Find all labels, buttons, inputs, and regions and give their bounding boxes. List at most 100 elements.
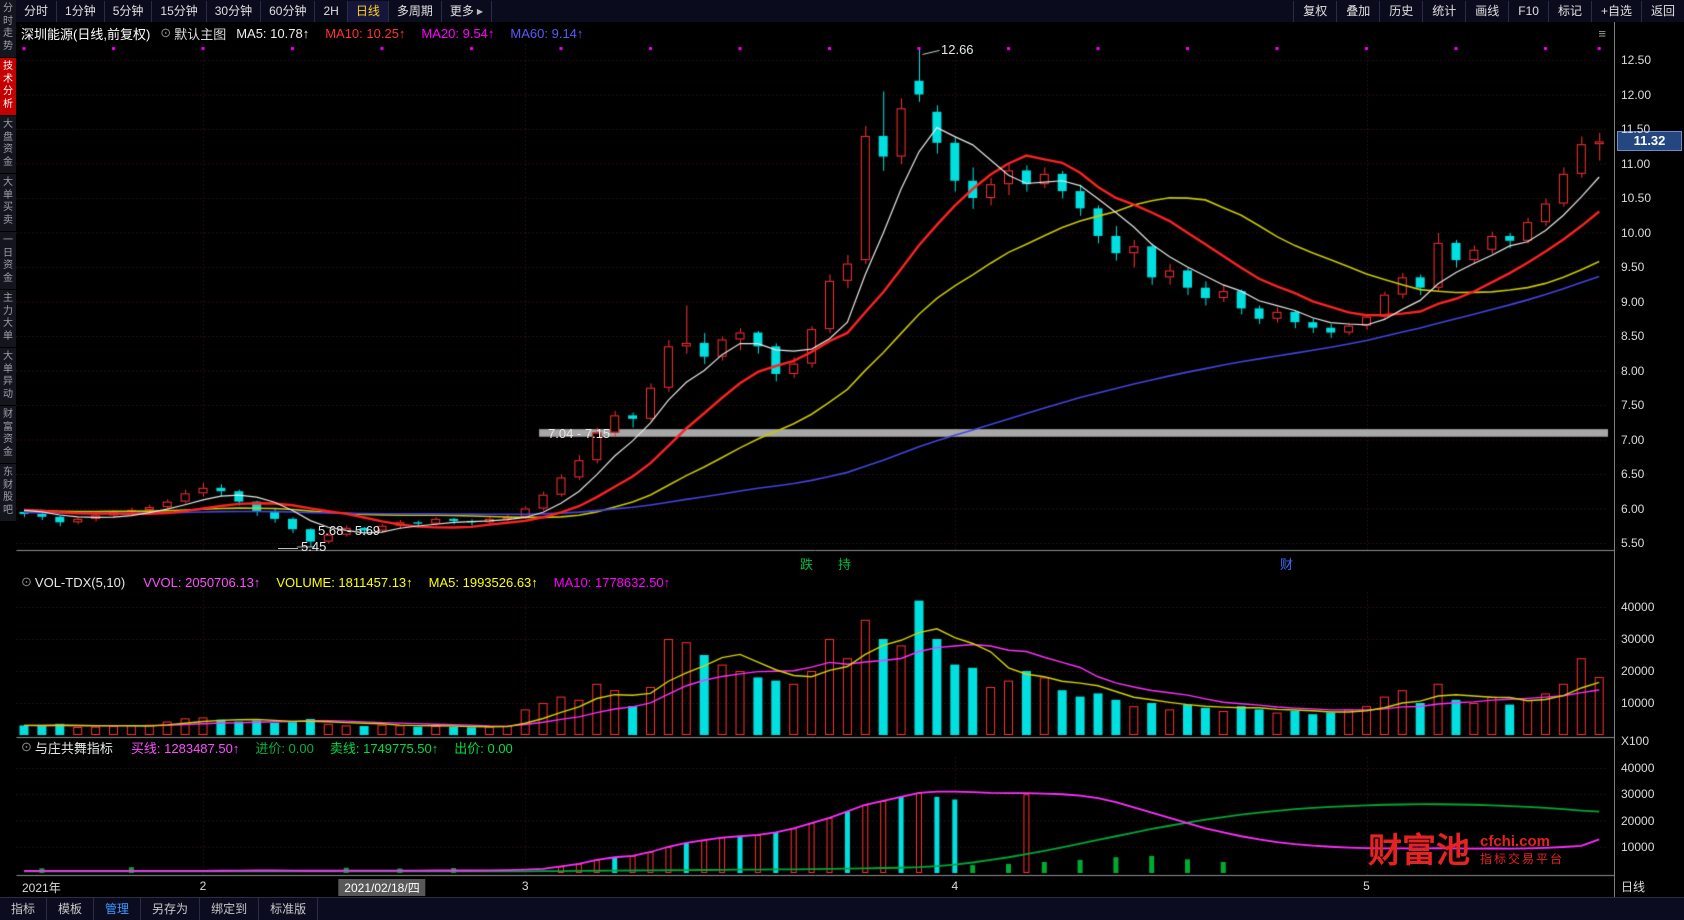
price-axis-label: 7.00: [1621, 432, 1645, 447]
indicator-stat: 卖线: 1749775.50↑: [329, 740, 439, 756]
period-tab[interactable]: 15分钟: [152, 0, 207, 22]
ma-label: MA10: 10.25↑: [325, 25, 406, 41]
period-label: 日线: [1621, 880, 1646, 894]
price-axis-label: 12.50: [1621, 53, 1652, 67]
low-range-annotation: 5.68 - 5.69: [318, 523, 381, 538]
bottom-tab[interactable]: 另存为: [141, 898, 201, 920]
volume-indicator-toggle[interactable]: ⊙ VOL-TDX(5,10): [21, 574, 125, 590]
x-axis-label: 3: [521, 879, 529, 893]
separator-char: 跌: [800, 557, 814, 572]
indicator-axis-label: 40000: [1621, 761, 1655, 775]
ma-labels: MA5: 10.78↑ MA10: 10.25↑ MA20: 9.54↑ MA60: …: [236, 26, 583, 41]
indicator-panel-header: ⊙ 与庄共舞指标 买线: 1283487.50↑ 进价: 0.00 卖线: 1749…: [16, 737, 1614, 757]
volume-unit-label: X100: [1621, 734, 1650, 748]
bottom-toolbar: 指标 模板 管理 另存为 绑定到 标准版: [0, 897, 1684, 920]
separator-char: 持: [838, 557, 852, 572]
cycle-icon[interactable]: ⊙: [160, 25, 172, 40]
price-axis-label: 10.00: [1621, 225, 1652, 240]
volume-axis-label: 30000: [1621, 632, 1655, 646]
sidebar-item[interactable]: 主力大单: [0, 290, 16, 347]
price-axis-label: 10.50: [1621, 191, 1652, 205]
period-tab[interactable]: 多周期: [389, 0, 442, 22]
gap-band-annotation: 7.04 - 7.15: [548, 426, 611, 441]
x-axis-row: 2021年 2 2021/02/18/四 3 4 5: [16, 877, 1614, 897]
x-axis-label: 2: [199, 879, 207, 893]
cycle-icon[interactable]: ⊙: [21, 574, 32, 589]
price-axis-label: 6.50: [1621, 467, 1645, 481]
indicator-toggle[interactable]: ⊙ 与庄共舞指标: [21, 738, 113, 757]
ma-label: MA20: 9.54↑: [421, 25, 495, 41]
bottom-tab[interactable]: 绑定到: [200, 898, 260, 920]
sidebar-item[interactable]: 大单买卖: [0, 174, 16, 231]
main-overlay-toggle[interactable]: ⊙ 默认主图: [160, 24, 226, 43]
indicator-stat: 进价: 0.00: [255, 740, 314, 756]
indicator-axis-label: 20000: [1621, 813, 1655, 828]
top-period-bar: 分时 1分钟 5分钟 15分钟 30分钟 60分钟 2H 日线 多周期 更多 ▶ 复权 叠加 历史 统计画…: [16, 0, 1684, 22]
sidebar-item[interactable]: 大单异动: [0, 348, 16, 405]
ma-label: MA60: 9.14↑: [510, 25, 584, 41]
volume-stats: VVOL: 2050706.13↑ VOLUME: 1811457.13↑ MA5:…: [143, 575, 670, 590]
toolbar-button[interactable]: 画线: [1465, 0, 1508, 22]
toolbar-button[interactable]: 叠加: [1336, 0, 1379, 22]
bottom-tab[interactable]: 模板: [47, 898, 95, 920]
watermark: 财富池 cfchi.com 指标交易平台: [1368, 833, 1564, 869]
bottom-tab[interactable]: 指标: [0, 898, 48, 920]
indicator-axis-label: 30000: [1621, 787, 1655, 802]
separator-char: 财: [1280, 557, 1294, 572]
price-axis-label: 11.00: [1621, 156, 1651, 171]
price-axis-label: 12.00: [1621, 87, 1652, 102]
toolbar-button[interactable]: +自选: [1590, 0, 1641, 22]
period-tab[interactable]: 5分钟: [105, 0, 153, 22]
sidebar-item[interactable]: 一日资金: [0, 232, 16, 289]
x-axis-label: 4: [951, 879, 959, 893]
right-axis: 11.32 12.50 12.00 11.50 11.00 10.50 10.00 9.50…: [1614, 22, 1684, 898]
sidebar-item[interactable]: 大盘资金: [0, 116, 16, 173]
price-axis-label: 6.00: [1621, 501, 1645, 516]
stock-title: 深圳能源(日线,前复权): [21, 26, 151, 42]
indicator-stat: 买线: 1283487.50↑: [130, 740, 240, 756]
cycle-icon[interactable]: ⊙: [21, 739, 32, 754]
price-axis-label: 9.50: [1621, 260, 1645, 274]
volume-panel-header: ⊙ VOL-TDX(5,10) VVOL: 2050706.13↑ VOLUME:…: [16, 572, 1614, 592]
current-price-box: 11.32: [1617, 131, 1682, 152]
volume-stat: MA5: 1993526.63↑: [428, 574, 538, 590]
bottom-tab[interactable]: 管理: [94, 898, 142, 920]
period-tab[interactable]: 60分钟: [261, 0, 316, 22]
toolbar-button[interactable]: 历史: [1379, 0, 1422, 22]
indicator-axis-label: 10000: [1621, 839, 1655, 854]
period-tab[interactable]: 1分钟: [57, 0, 105, 22]
sidebar-item[interactable]: 分时走势: [0, 0, 16, 57]
toolbar-button[interactable]: F10: [1508, 0, 1548, 22]
sidebar-item[interactable]: 财富资金: [0, 406, 16, 463]
period-tab[interactable]: 2H: [315, 0, 348, 22]
toolbar-button[interactable]: 标记: [1547, 0, 1591, 22]
bottom-tab[interactable]: 标准版: [259, 898, 319, 920]
period-tab[interactable]: 更多 ▶: [442, 0, 493, 22]
toolbar-button[interactable]: 返回: [1640, 0, 1684, 22]
low-price-annotation: 5.45: [301, 539, 327, 554]
chart-canvas[interactable]: [16, 44, 1614, 897]
x-axis-date-box: 2021/02/18/四: [338, 879, 426, 896]
volume-panel-title: VOL-TDX(5,10): [34, 574, 126, 590]
period-tab[interactable]: 30分钟: [207, 0, 262, 22]
peak-price-annotation: 12.66: [941, 42, 974, 57]
sidebar-item[interactable]: 技术分析: [0, 58, 16, 115]
watermark-tagline: 指标交易平台: [1480, 852, 1565, 866]
period-tab[interactable]: 分时: [16, 0, 58, 22]
period-tab[interactable]: 日线: [347, 0, 389, 22]
price-axis-label: 7.50: [1621, 398, 1645, 412]
menu-icon[interactable]: ≡: [1598, 25, 1606, 41]
top-right-buttons: 复权 叠加 历史 统计 画线 F10 标记 +自选 返回: [1293, 0, 1684, 22]
volume-axis-label: 20000: [1621, 664, 1655, 678]
overlay-label: 默认主图: [174, 26, 227, 42]
toolbar-button[interactable]: 统计: [1422, 0, 1465, 22]
sidebar-item[interactable]: 东财股吧: [0, 464, 16, 521]
price-axis-label: 9.00: [1621, 294, 1645, 309]
toolbar-button[interactable]: 复权: [1293, 0, 1336, 22]
volume-axis-label: 40000: [1621, 600, 1655, 614]
price-axis-label: 8.50: [1621, 329, 1645, 343]
watermark-domain: cfchi.com: [1480, 833, 1551, 850]
indicator-stats: 买线: 1283487.50↑ 进价: 0.00 卖线: 1749775.50↑ 出价…: [131, 738, 513, 757]
indicator-panel-title: 与庄共舞指标: [34, 740, 113, 756]
